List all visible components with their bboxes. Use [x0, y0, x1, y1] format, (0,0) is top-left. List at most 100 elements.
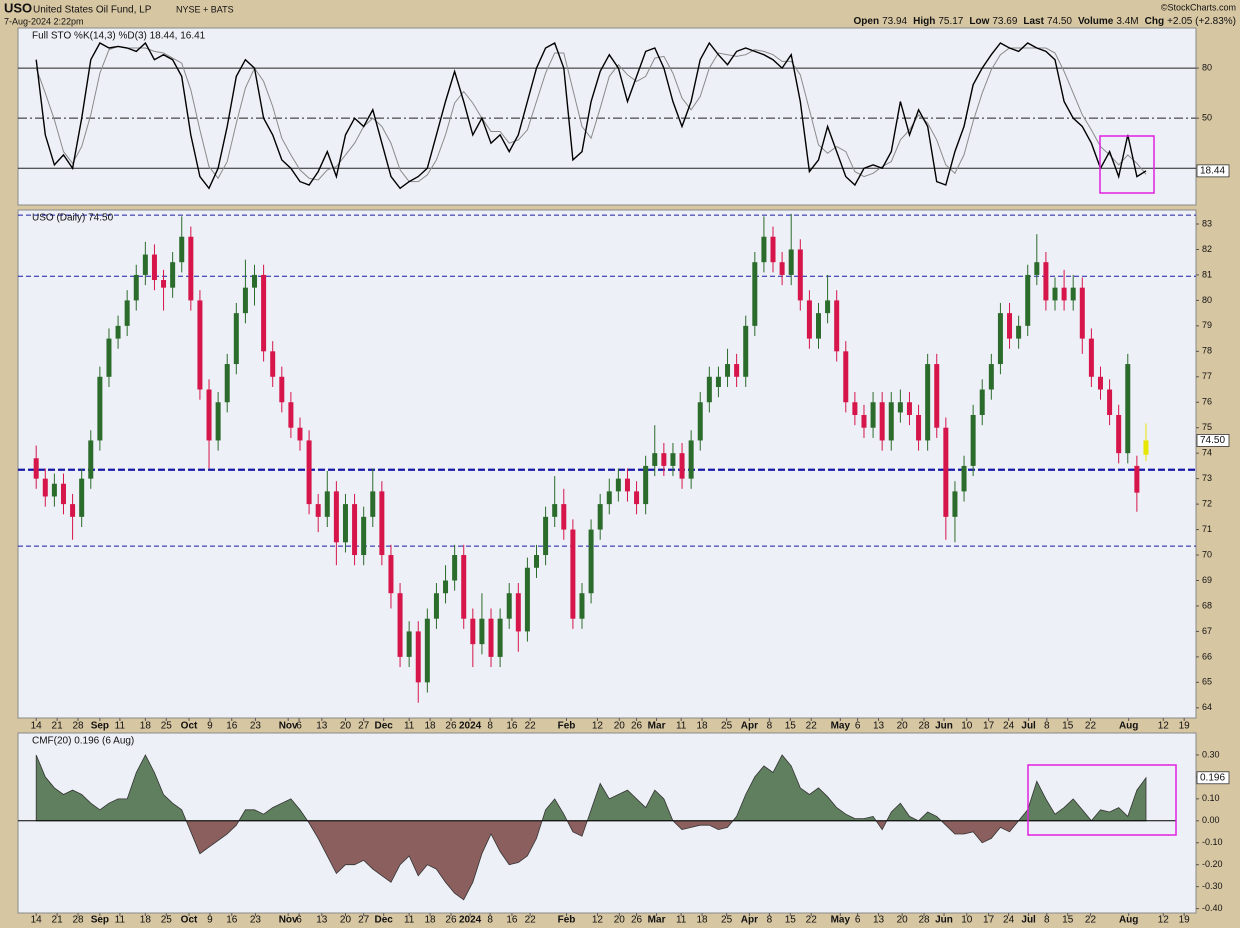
x-tick-label: 27: [358, 915, 370, 926]
candle-body: [506, 593, 512, 619]
x-tick-label: 13: [316, 721, 328, 732]
x-tick-label: 11: [404, 721, 415, 732]
candle-body: [1016, 325, 1022, 339]
y-tick-label: 79: [1202, 320, 1212, 330]
y-tick-label: -0.30: [1202, 881, 1223, 891]
candle-body: [806, 300, 812, 339]
highlight-box: [1099, 135, 1155, 194]
candle-body: [452, 555, 458, 581]
x-tick-label: Jul: [1021, 721, 1036, 732]
y-tick-label: 66: [1202, 651, 1212, 661]
quote-label: Last: [1023, 16, 1044, 27]
candle-body: [634, 491, 640, 505]
x-tick-label: Aug: [1119, 915, 1138, 926]
x-tick-label: 6: [296, 915, 302, 926]
candle-body: [888, 402, 894, 441]
candle-body: [352, 504, 358, 556]
candle-body: [734, 364, 740, 377]
quote-value: 73.94: [882, 16, 907, 27]
candle-body: [397, 593, 403, 657]
candle-body: [242, 287, 248, 314]
candle-body: [679, 453, 685, 479]
y-tick-label: 50: [1202, 113, 1212, 123]
y-tick-label: 0.30: [1202, 749, 1220, 759]
x-tick-label: 16: [226, 721, 238, 732]
candle-body: [42, 478, 48, 497]
x-tick-label: 8: [1044, 721, 1050, 732]
candle-body: [670, 453, 676, 466]
candle-body: [224, 364, 230, 403]
x-tick-label: 11: [115, 721, 126, 732]
candle-body: [1097, 376, 1103, 390]
candle-body: [497, 618, 503, 657]
candle-body: [879, 402, 885, 441]
candle-body: [1034, 262, 1040, 275]
quote-value: 3.4M: [1116, 16, 1138, 27]
x-tick-label: 25: [161, 915, 173, 926]
x-tick-label: 28: [72, 915, 84, 926]
candle-body: [552, 504, 558, 517]
candle-body: [624, 478, 630, 492]
candle-body: [288, 402, 294, 428]
y-tick-label: 78: [1202, 346, 1212, 356]
candle-body: [106, 338, 112, 377]
quote-label: Open: [854, 16, 880, 27]
y-tick-label: 80: [1202, 295, 1212, 305]
candle-body: [1025, 274, 1031, 326]
x-tick-label: Apr: [741, 721, 758, 732]
y-tick-label: 83: [1202, 218, 1212, 228]
fund-name: United States Oil Fund, LP: [33, 5, 152, 16]
x-tick-label: 22: [1085, 721, 1097, 732]
x-tick-label: Aug: [1119, 721, 1138, 732]
candle-body: [706, 376, 712, 403]
y-tick-label: 64: [1202, 702, 1212, 712]
y-tick-label: 69: [1202, 575, 1212, 585]
candle-body: [906, 402, 912, 415]
x-tick-label: 15: [785, 721, 797, 732]
y-tick-label: 77: [1202, 371, 1212, 381]
candle-body: [643, 465, 649, 505]
candle-body: [33, 458, 39, 479]
datetime: 7-Aug-2024 2:22pm: [4, 16, 84, 26]
candle-body: [834, 300, 840, 352]
candle-body: [725, 364, 731, 377]
x-tick-label: 18: [140, 915, 152, 926]
candle-body: [270, 351, 276, 377]
panel-title: CMF(20) 0.196 (6 Aug): [32, 736, 134, 747]
y-tick-label: 70: [1202, 549, 1212, 559]
candle-body: [1052, 287, 1058, 301]
x-tick-label: 15: [1062, 915, 1074, 926]
x-tick-label: 18: [425, 915, 437, 926]
y-tick-label: -0.10: [1202, 837, 1223, 847]
x-tick-label: Mar: [648, 915, 666, 926]
x-tick-label: 6: [855, 915, 861, 926]
x-tick-label: 14: [31, 721, 43, 732]
x-tick-label: Jul: [1021, 915, 1036, 926]
x-tick-label: Sep: [91, 915, 109, 926]
candle-body: [370, 491, 376, 517]
candle-body: [115, 325, 121, 339]
quote-label: Chg: [1145, 16, 1164, 27]
x-tick-label: 11: [676, 721, 687, 732]
x-tick-label: 6: [296, 721, 302, 732]
candle-body: [424, 618, 430, 683]
x-tick-label: 20: [897, 721, 909, 732]
candle-body: [897, 402, 903, 413]
x-tick-label: Oct: [181, 915, 198, 926]
x-tick-label: 25: [161, 721, 173, 732]
y-tick-label: 0.10: [1202, 793, 1220, 803]
symbol: USO: [4, 0, 32, 15]
candle-body: [1143, 440, 1149, 455]
x-tick-label: 10: [961, 915, 973, 926]
quote-value: +2.05 (+2.83%): [1167, 16, 1236, 27]
candle-body: [615, 478, 621, 492]
panel-title: USO (Daily) 74.50: [32, 213, 114, 224]
candle-body: [752, 262, 758, 326]
quote-label: Low: [969, 16, 989, 27]
x-tick-label: 17: [983, 721, 995, 732]
candle-body: [870, 402, 876, 428]
candle-body: [825, 300, 831, 314]
candle-body: [279, 376, 285, 403]
candle-body: [1007, 313, 1013, 339]
